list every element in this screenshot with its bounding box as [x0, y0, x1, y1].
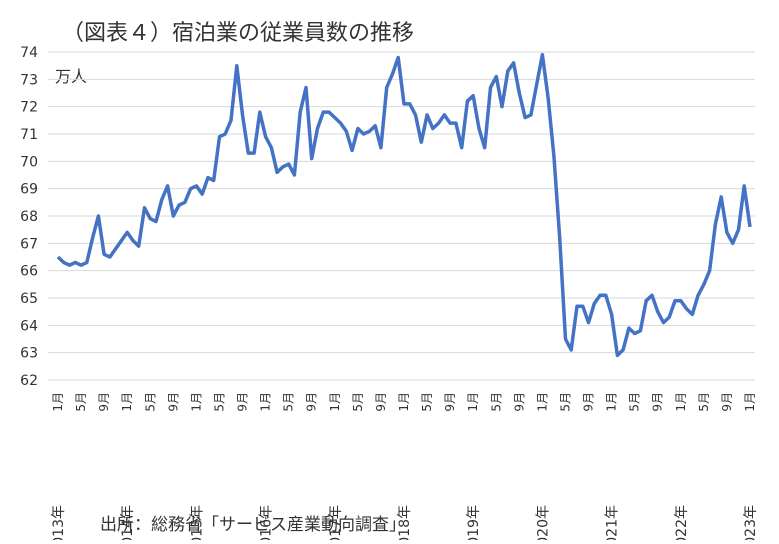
x-tick-label: 5月: [143, 392, 157, 412]
y-tick-label: 74: [20, 45, 38, 61]
x-tick-label: 5月: [628, 392, 642, 412]
x-tick-label: 5月: [420, 392, 434, 412]
x-tick-label: 1月: [605, 392, 619, 412]
x-tick-label: 1月: [259, 392, 273, 412]
year-label: 2013年: [51, 505, 67, 540]
x-tick-label: 9月: [166, 392, 180, 412]
x-tick-label: 1月: [674, 392, 688, 412]
x-tick-label: 1月: [189, 392, 203, 412]
year-label: 2019年: [466, 505, 482, 540]
x-tick-label: 5月: [558, 392, 572, 412]
x-tick-label: 5月: [489, 392, 503, 412]
x-tick-label: 5月: [697, 392, 711, 412]
x-tick-label: 5月: [351, 392, 365, 412]
year-label: 2015年: [189, 505, 205, 540]
y-tick-label: 65: [20, 291, 38, 307]
x-tick-label: 1月: [743, 392, 757, 412]
year-label: 2018年: [397, 505, 413, 540]
x-tick-label: 1月: [535, 392, 549, 412]
x-tick-label: 1月: [466, 392, 480, 412]
x-tick-label: 5月: [282, 392, 296, 412]
year-label: 2020年: [535, 505, 551, 540]
x-tick-label: 5月: [74, 392, 88, 412]
x-tick-label: 1月: [328, 392, 342, 412]
x-tick-label: 9月: [236, 392, 250, 412]
y-tick-label: 70: [20, 154, 38, 170]
year-label: 2021年: [605, 505, 621, 540]
year-label: 2023年: [743, 505, 759, 540]
x-tick-label: 9月: [512, 392, 526, 412]
y-tick-label: 71: [20, 127, 38, 143]
year-label: 2017年: [328, 505, 344, 540]
x-tick-label: 9月: [651, 392, 665, 412]
y-tick-label: 67: [20, 236, 38, 252]
x-tick-label: 1月: [120, 392, 134, 412]
chart-title: （図表４）宿泊業の従業員数の推移: [62, 21, 414, 46]
x-tick-label: 9月: [305, 392, 319, 412]
source: 出所：総務省「サービス産業動向調査」: [100, 515, 406, 535]
y-tick-label: 69: [20, 182, 38, 198]
x-tick-label: 9月: [374, 392, 388, 412]
year-label: 2014年: [120, 505, 136, 540]
x-tick-label: 9月: [720, 392, 734, 412]
x-tick-label: 9月: [443, 392, 457, 412]
y-tick-label: 73: [20, 72, 38, 88]
y-tick-label: 72: [20, 100, 38, 116]
y-tick-label: 68: [20, 209, 38, 225]
year-label: 2016年: [259, 505, 275, 540]
x-tick-label: 1月: [397, 392, 411, 412]
x-tick-label: 5月: [212, 392, 226, 412]
y-tick-label: 64: [20, 318, 38, 334]
x-tick-label: 1月: [51, 392, 65, 412]
x-tick-label: 9月: [582, 392, 596, 412]
y-tick-label: 63: [20, 346, 38, 362]
y-tick-label: 66: [20, 264, 38, 280]
y-tick-label: 62: [20, 373, 38, 389]
x-tick-label: 9月: [97, 392, 111, 412]
data-line: [56, 52, 752, 358]
y-unit: 万人: [55, 67, 87, 86]
year-label: 2022年: [674, 505, 690, 540]
